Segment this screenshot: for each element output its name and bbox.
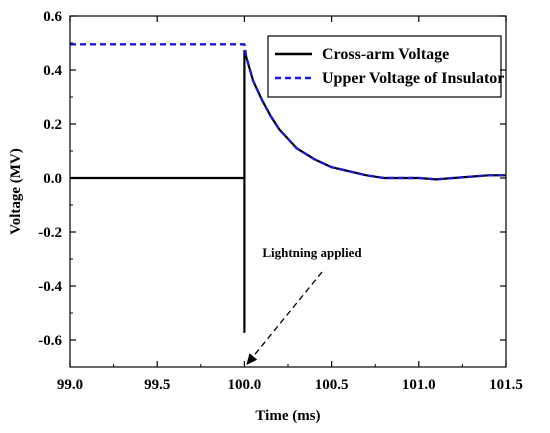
legend-label-1: Cross-arm Voltage (322, 46, 449, 63)
legend: Cross-arm Voltage Upper Voltage of Insula… (267, 35, 504, 98)
y-tick-label: -0.4 (38, 279, 62, 295)
legend-box (267, 35, 502, 98)
x-tick-label: 101.0 (402, 377, 436, 393)
y-tick-label: -0.2 (38, 225, 62, 241)
y-tick-label: 0.4 (43, 63, 62, 79)
axes: 99.0 99.5 100.0 100.5 101.0 101.5 0.6 0.4 0.2 0.0… (8, 9, 523, 424)
series-line-2 (70, 43, 506, 181)
x-tick-label: 101.5 (489, 377, 523, 393)
annotation-label: Lightning applied (262, 245, 362, 260)
annotation-arrow-head (246, 353, 258, 365)
annotation-arrow-line (253, 271, 323, 356)
series-layer (70, 43, 506, 333)
legend-label-2: Upper Voltage of Insulator (322, 70, 504, 87)
y-axis-title: Voltage (MV) (8, 148, 24, 235)
y-tick-label: 0.0 (43, 171, 62, 187)
x-tick-label: 99.0 (57, 377, 83, 393)
y-tick-label: 0.6 (43, 9, 62, 25)
x-tick-label: 100.5 (315, 377, 349, 393)
y-tick-label: 0.2 (43, 117, 62, 133)
x-tick-label: 100.0 (228, 377, 262, 393)
y-tick-label: -0.6 (38, 333, 62, 349)
x-axis-title: Time (ms) (255, 408, 320, 424)
x-tick-label: 99.5 (144, 377, 170, 393)
annotation-layer: Lightning applied (246, 245, 362, 365)
